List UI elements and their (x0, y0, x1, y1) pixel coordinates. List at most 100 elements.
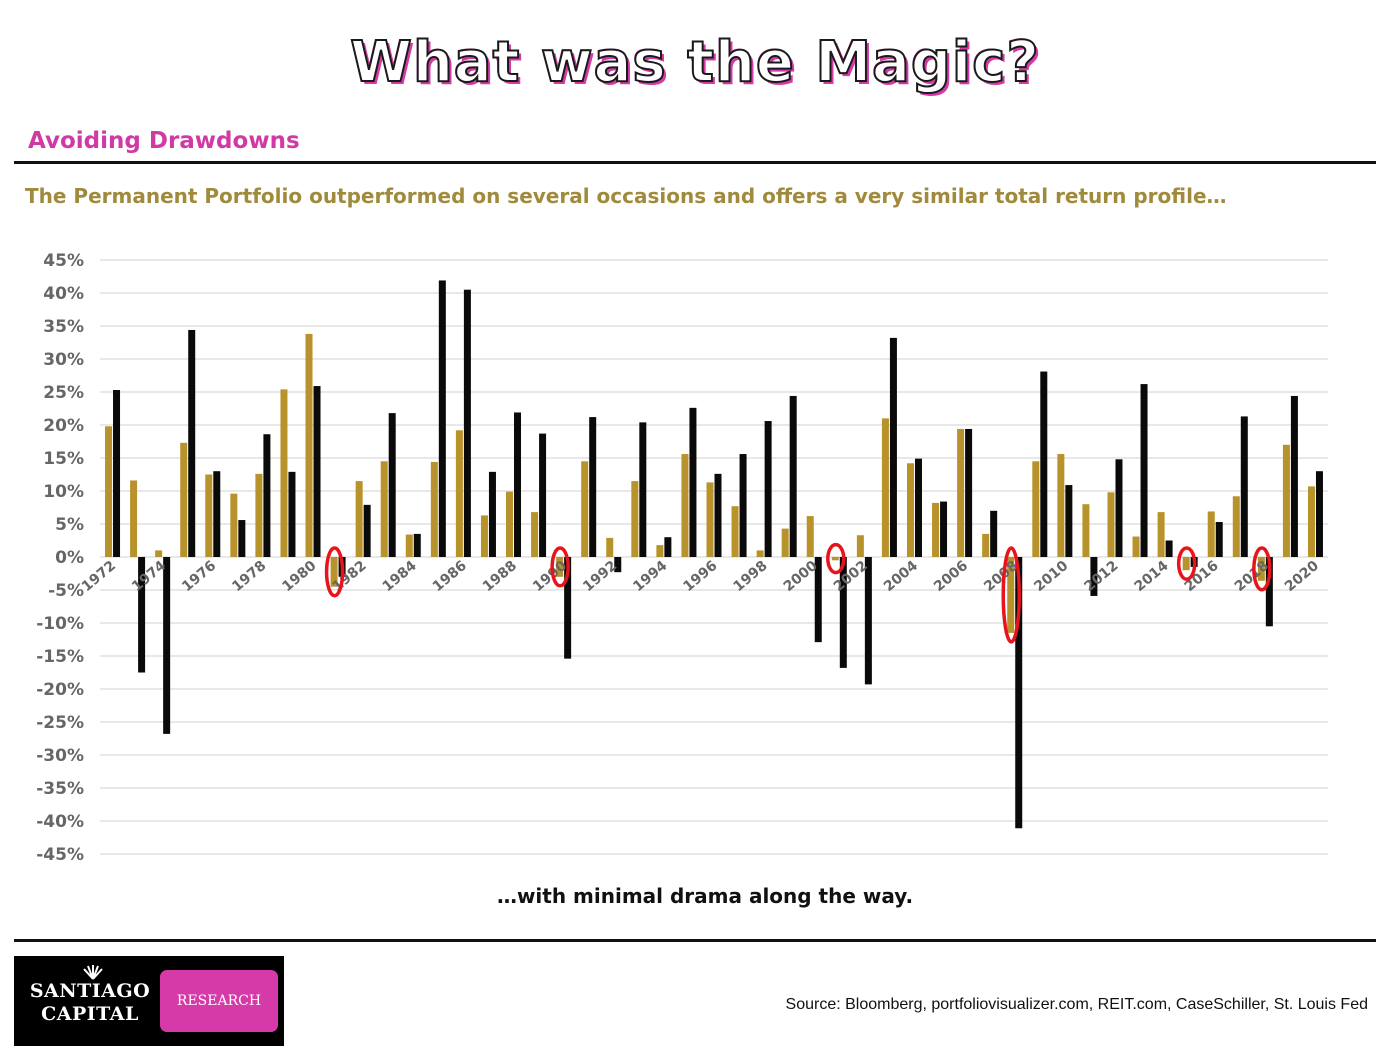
bar-series-2-1973 (138, 557, 146, 673)
y-tick-label: -10% (36, 614, 84, 634)
highlight-circle-2015 (1176, 546, 1197, 581)
bar-series-1-2012 (1107, 492, 1115, 557)
bar-series-1-1986 (455, 430, 463, 557)
y-tick-label: 30% (43, 350, 84, 370)
grid-lines (100, 259, 1328, 855)
bar-series-2-2001 (839, 557, 847, 668)
research-badge: RESEARCH (160, 970, 278, 1032)
bar-series-1-1993 (631, 481, 639, 557)
bar-series-2-1988 (514, 412, 522, 557)
bar-series-1-2009 (1032, 461, 1040, 557)
bar-series-2-2014 (1165, 540, 1173, 557)
bars (105, 280, 1323, 829)
y-tick-label: -20% (36, 680, 84, 700)
bar-series-1-1994 (656, 545, 664, 557)
y-tick-label: -25% (36, 713, 84, 733)
bar-series-2-1999 (789, 395, 797, 557)
highlight-circle-2008 (1001, 546, 1021, 644)
bar-series-1-1981 (330, 557, 338, 587)
bar-series-1-1980 (305, 333, 313, 557)
bar-series-2-2008 (1015, 557, 1023, 829)
bar-series-1-1979 (280, 389, 288, 557)
logo-wordmark: SANTIAGO CAPITAL (29, 980, 151, 1025)
bar-series-2-2013 (1140, 384, 1148, 557)
bar-series-2-1983 (388, 413, 396, 557)
bar-series-2-1975 (188, 329, 196, 557)
bar-series-1-1977 (230, 493, 238, 557)
y-tick-label: -15% (36, 647, 84, 667)
bar-series-1-1992 (606, 537, 614, 557)
company-logo: SANTIAGO CAPITAL RESEARCH (14, 956, 284, 1046)
bar-series-1-1983 (380, 461, 388, 557)
bar-series-2-1987 (488, 471, 496, 557)
drawdown-highlights (324, 542, 1272, 644)
chart-subtitle: The Permanent Portfolio outperformed on … (25, 184, 1227, 208)
bar-series-1-1974 (155, 550, 163, 557)
bar-series-1-1991 (581, 461, 589, 557)
bar-series-1-2002 (856, 535, 864, 557)
bar-series-1-2006 (957, 428, 965, 557)
bar-series-2-1996 (714, 473, 722, 557)
bar-series-1-1984 (405, 534, 413, 557)
bottom-divider (14, 939, 1376, 942)
bar-series-2-2019 (1290, 395, 1298, 557)
bar-series-1-2005 (932, 502, 940, 557)
bar-series-1-2004 (906, 463, 914, 557)
bar-series-1-2013 (1132, 536, 1140, 557)
bar-series-1-2015 (1182, 557, 1190, 571)
bar-series-2-2016 (1215, 522, 1223, 557)
y-tick-label: -30% (36, 746, 84, 766)
y-axis-ticks: 45% 40% 35% 30% 25% 20% 15% 10% 5% 0% -5% -10% -15% -… (36, 251, 84, 865)
bar-series-2-2002 (864, 557, 872, 685)
shell-icon (83, 965, 103, 980)
y-tick-label: 45% (43, 251, 84, 271)
y-tick-label: -5% (48, 581, 84, 601)
bar-series-1-2016 (1207, 511, 1215, 557)
highlight-circle-2018 (1252, 546, 1272, 592)
bar-series-2-1972 (113, 390, 121, 557)
y-tick-label: 25% (43, 383, 84, 403)
bar-series-2-1991 (589, 417, 597, 557)
bar-series-2-1977 (238, 520, 246, 557)
bar-series-2-2010 (1065, 485, 1073, 557)
bar-series-1-2000 (806, 516, 814, 557)
bar-series-2-1995 (689, 407, 697, 557)
bar-series-2-1986 (463, 289, 471, 557)
y-tick-label: 20% (43, 416, 84, 436)
bar-series-2-1976 (213, 471, 221, 557)
highlight-circle-2001 (826, 542, 846, 575)
y-tick-label: -35% (36, 779, 84, 799)
bar-series-2-2000 (814, 557, 822, 643)
bar-series-1-1975 (180, 442, 188, 557)
bar-series-2-2017 (1240, 416, 1248, 557)
bar-series-1-2007 (982, 533, 990, 557)
bar-series-1-2019 (1282, 444, 1290, 557)
bar-series-2-1982 (363, 504, 371, 557)
bar-series-2-2009 (1040, 371, 1048, 557)
y-tick-label: 0% (55, 548, 84, 568)
y-tick-label: 15% (43, 449, 84, 469)
bar-series-1-1989 (531, 512, 539, 557)
bar-series-1-1982 (355, 481, 363, 557)
bar-series-1-2020 (1307, 486, 1315, 557)
bar-series-1-1996 (706, 482, 714, 557)
bar-series-1-1998 (756, 550, 764, 557)
bar-series-1-2018 (1257, 557, 1265, 581)
bar-series-1-2001 (831, 557, 839, 561)
bar-series-1-1987 (480, 515, 488, 557)
bar-series-2-1994 (664, 537, 672, 557)
bar-series-2-1980 (313, 386, 321, 557)
bar-series-1-1995 (681, 454, 689, 557)
bar-series-2-1998 (764, 421, 772, 557)
bar-series-2-2003 (889, 337, 897, 557)
bar-series-2-1985 (438, 280, 446, 557)
bar-series-1-1997 (731, 506, 739, 557)
source-note: Source: Bloomberg, portfoliovisualizer.c… (785, 996, 1368, 1013)
bar-series-2-1974 (163, 557, 171, 734)
y-tick-label: 10% (43, 482, 84, 502)
top-divider (14, 161, 1376, 164)
bar-chart: 45% 40% 35% 30% 25% 20% 15% 10% 5% 0% -5% -10% -15% -… (36, 251, 1328, 865)
bar-series-2-2020 (1315, 471, 1323, 557)
highlight-circle-1990 (550, 546, 570, 588)
bar-series-2-1992 (614, 557, 622, 573)
